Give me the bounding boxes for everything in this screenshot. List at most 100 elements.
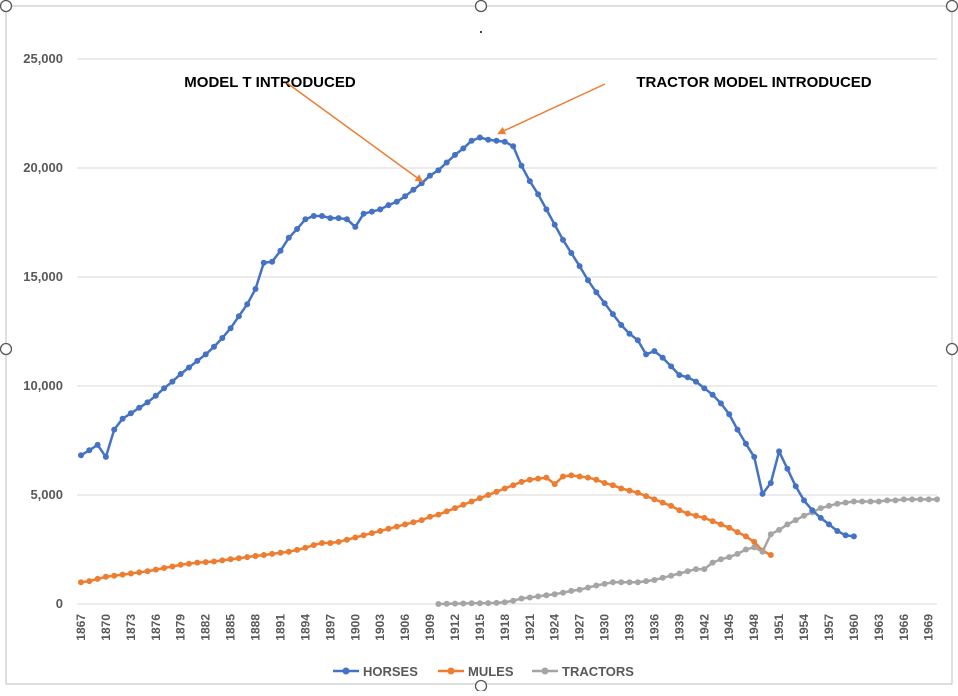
x-tick-label: 1966	[897, 614, 911, 641]
data-point	[102, 453, 109, 460]
resize-handle[interactable]	[945, 342, 958, 356]
data-point	[269, 550, 276, 557]
resize-handle[interactable]	[474, 0, 488, 13]
data-point	[335, 215, 342, 222]
data-point	[934, 496, 940, 503]
data-point	[634, 579, 641, 586]
data-point	[751, 538, 758, 545]
data-point	[817, 505, 824, 512]
data-point	[659, 574, 666, 581]
data-point	[668, 572, 675, 579]
data-point	[701, 385, 708, 392]
x-tick-label: 1939	[672, 614, 686, 641]
data-point	[834, 528, 841, 534]
y-tick-label: 15,000	[23, 269, 63, 284]
data-point	[709, 559, 716, 566]
data-point	[94, 575, 101, 582]
data-point	[543, 206, 550, 213]
x-tick-label: 1867	[74, 614, 88, 641]
data-point	[767, 552, 774, 558]
data-point	[476, 495, 483, 502]
x-tick-label: 1921	[523, 614, 537, 641]
data-point	[468, 498, 475, 505]
data-point	[734, 550, 741, 557]
resize-handle[interactable]	[0, 0, 13, 13]
data-point	[252, 286, 259, 292]
x-tick-label: 1951	[772, 614, 786, 641]
data-point	[152, 392, 159, 399]
data-point	[709, 391, 716, 398]
x-tick-label: 1882	[199, 614, 213, 641]
data-point	[360, 210, 367, 217]
data-point	[452, 151, 458, 158]
legend-label: TRACTORS	[562, 664, 634, 679]
data-point	[726, 411, 733, 418]
data-point	[277, 549, 284, 556]
y-tick-label: 0	[56, 596, 63, 611]
data-point	[285, 234, 292, 241]
x-tick-label: 1948	[747, 614, 761, 641]
data-point	[460, 145, 467, 152]
data-point	[294, 226, 301, 232]
data-point	[643, 493, 650, 500]
data-point	[717, 556, 724, 563]
data-point	[742, 533, 749, 540]
data-point	[767, 531, 774, 538]
data-point	[809, 507, 816, 514]
data-point	[776, 526, 783, 533]
data-point	[668, 502, 675, 509]
data-point	[684, 568, 691, 575]
data-point	[219, 557, 226, 564]
data-point	[618, 322, 625, 328]
data-point	[601, 300, 608, 307]
data-point	[601, 480, 608, 486]
data-point	[526, 178, 533, 185]
x-tick-label: 1906	[398, 614, 412, 641]
x-tick-label: 1954	[797, 614, 811, 641]
data-point	[227, 556, 234, 563]
data-point	[551, 221, 558, 228]
resize-handle[interactable]	[945, 0, 958, 13]
data-point	[377, 206, 384, 213]
data-point	[485, 136, 492, 143]
data-point	[235, 555, 242, 562]
data-point	[177, 371, 184, 377]
data-point	[518, 162, 525, 169]
anchor-dot	[480, 31, 482, 33]
data-point	[78, 579, 84, 586]
legend-label: MULES	[468, 664, 514, 679]
resize-handle[interactable]	[474, 679, 488, 693]
data-point	[78, 452, 84, 459]
series-tractors	[435, 496, 940, 607]
data-point	[194, 357, 201, 364]
data-point	[343, 536, 350, 543]
x-tick-label: 1927	[573, 614, 587, 641]
data-point	[335, 538, 342, 545]
resize-handle[interactable]	[0, 342, 13, 356]
x-tick-label: 1933	[623, 614, 637, 641]
data-point	[285, 548, 292, 555]
data-point	[368, 208, 375, 215]
data-point	[560, 473, 566, 480]
data-point	[792, 517, 799, 524]
x-tick-label: 1894	[298, 614, 312, 641]
data-point	[684, 374, 691, 381]
x-tick-label: 1888	[249, 614, 263, 641]
data-point	[585, 474, 591, 481]
y-axis-ticks: 0 5,000 10,000 15,000 20,000 25,000	[23, 51, 63, 611]
x-tick-label: 1963	[872, 614, 886, 641]
data-point	[784, 465, 791, 472]
data-point	[460, 501, 467, 508]
data-point	[202, 559, 209, 566]
data-point	[568, 250, 575, 256]
data-point	[177, 561, 184, 568]
data-point	[144, 399, 151, 406]
x-tick-label: 1918	[498, 614, 512, 641]
data-point	[510, 597, 517, 604]
data-point	[618, 579, 625, 586]
data-point	[609, 311, 616, 318]
data-point	[86, 447, 93, 454]
annotation-model-t: MODEL T INTRODUCED	[184, 74, 356, 91]
